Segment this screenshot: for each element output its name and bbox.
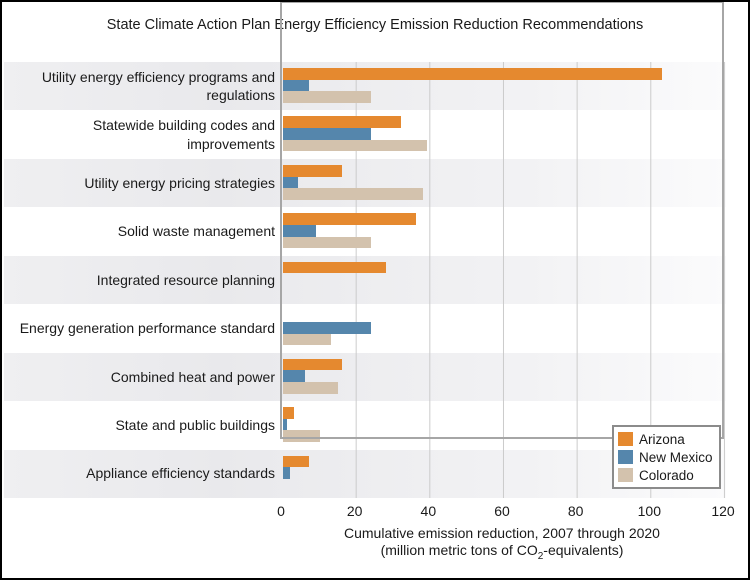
bar-new-mexico bbox=[283, 467, 291, 479]
bar-new-mexico bbox=[283, 321, 372, 334]
chart-row: Solid waste management bbox=[4, 207, 726, 256]
bar-arizona bbox=[283, 261, 387, 274]
chart-row: Appliance efficiency standards bbox=[4, 449, 726, 498]
x-axis-label: Cumulative emission reduction, 2007 thro… bbox=[281, 525, 723, 562]
bar-new-mexico bbox=[283, 370, 306, 382]
bar-group bbox=[283, 207, 725, 256]
x-tick-label: 20 bbox=[346, 503, 363, 519]
chart-row: Combined heat and power bbox=[4, 352, 726, 402]
bar-arizona bbox=[283, 213, 416, 225]
bar-new-mexico bbox=[283, 128, 372, 140]
bar-arizona bbox=[283, 164, 342, 177]
bar-colorado bbox=[283, 139, 427, 152]
bar-colorado bbox=[283, 236, 372, 249]
bar-arizona bbox=[283, 116, 401, 129]
legend-item-arizona: Arizona bbox=[618, 430, 713, 448]
x-axis-label-line1: Cumulative emission reduction, 2007 thro… bbox=[344, 525, 660, 541]
bar-group bbox=[283, 304, 725, 353]
chart-row: Utility energy efficiency programs and r… bbox=[4, 62, 726, 111]
bar-colorado bbox=[283, 381, 339, 394]
bar-arizona bbox=[283, 407, 295, 419]
x-axis-label-line2: (million metric tons of CO2-equivalents) bbox=[380, 541, 624, 562]
x-tick-label: 40 bbox=[420, 503, 437, 519]
legend-label-new-mexico: New Mexico bbox=[639, 449, 713, 465]
x-tick-label: 0 bbox=[277, 503, 285, 519]
category-label: Utility energy efficiency programs and r… bbox=[41, 68, 275, 104]
bar-group bbox=[283, 62, 725, 111]
legend-item-colorado: Colorado bbox=[618, 466, 713, 484]
category-label: Combined heat and power bbox=[110, 368, 275, 385]
bar-new-mexico bbox=[283, 79, 309, 92]
category-label: Appliance efficiency standards bbox=[86, 465, 275, 482]
x-tick-label: 120 bbox=[711, 503, 735, 519]
bar-colorado bbox=[283, 430, 320, 443]
legend-label-arizona: Arizona bbox=[639, 431, 685, 447]
new-mexico-swatch-icon bbox=[618, 450, 633, 464]
chart-rows: Utility energy efficiency programs and r… bbox=[4, 62, 726, 498]
bar-colorado bbox=[283, 188, 423, 200]
legend-label-colorado: Colorado bbox=[639, 467, 694, 483]
chart-row: Statewide building codes and improvement… bbox=[4, 110, 726, 159]
bar-group bbox=[283, 255, 725, 305]
category-label: Energy generation performance standard bbox=[19, 320, 275, 337]
bar-arizona bbox=[283, 455, 309, 468]
category-label: Utility energy pricing strategies bbox=[84, 174, 275, 191]
x-tick-label: 80 bbox=[567, 503, 584, 519]
chart-row: Integrated resource planning bbox=[4, 255, 726, 305]
x-axis-ticks: 0 20 40 60 80 100 120 bbox=[277, 503, 735, 521]
legend-item-new-mexico: New Mexico bbox=[618, 448, 713, 466]
x-tick-label: 60 bbox=[494, 503, 510, 519]
bar-colorado bbox=[283, 91, 372, 104]
bar-group bbox=[283, 352, 725, 402]
bar-new-mexico bbox=[283, 176, 298, 189]
bar-colorado bbox=[283, 333, 331, 346]
arizona-swatch-icon bbox=[618, 432, 633, 446]
bar-new-mexico bbox=[283, 224, 317, 237]
chart-row: Energy generation performance standard bbox=[4, 304, 726, 353]
category-label: Statewide building codes and improvement… bbox=[92, 117, 275, 152]
category-label: Solid waste management bbox=[117, 223, 275, 240]
category-label: State and public buildings bbox=[115, 417, 275, 434]
category-label: Integrated resource planning bbox=[96, 271, 275, 288]
bar-arizona bbox=[283, 68, 663, 80]
bar-arizona bbox=[283, 358, 342, 371]
colorado-swatch-icon bbox=[618, 468, 633, 482]
chart-row: Utility energy pricing strategies bbox=[4, 158, 726, 208]
chart-title: State Climate Action Plan Energy Efficie… bbox=[106, 17, 644, 33]
bar-new-mexico bbox=[283, 418, 287, 431]
bar-group bbox=[283, 110, 725, 159]
legend: Arizona New Mexico Colorado bbox=[612, 425, 721, 489]
bar-group bbox=[283, 158, 725, 208]
x-tick-label: 100 bbox=[637, 503, 662, 519]
